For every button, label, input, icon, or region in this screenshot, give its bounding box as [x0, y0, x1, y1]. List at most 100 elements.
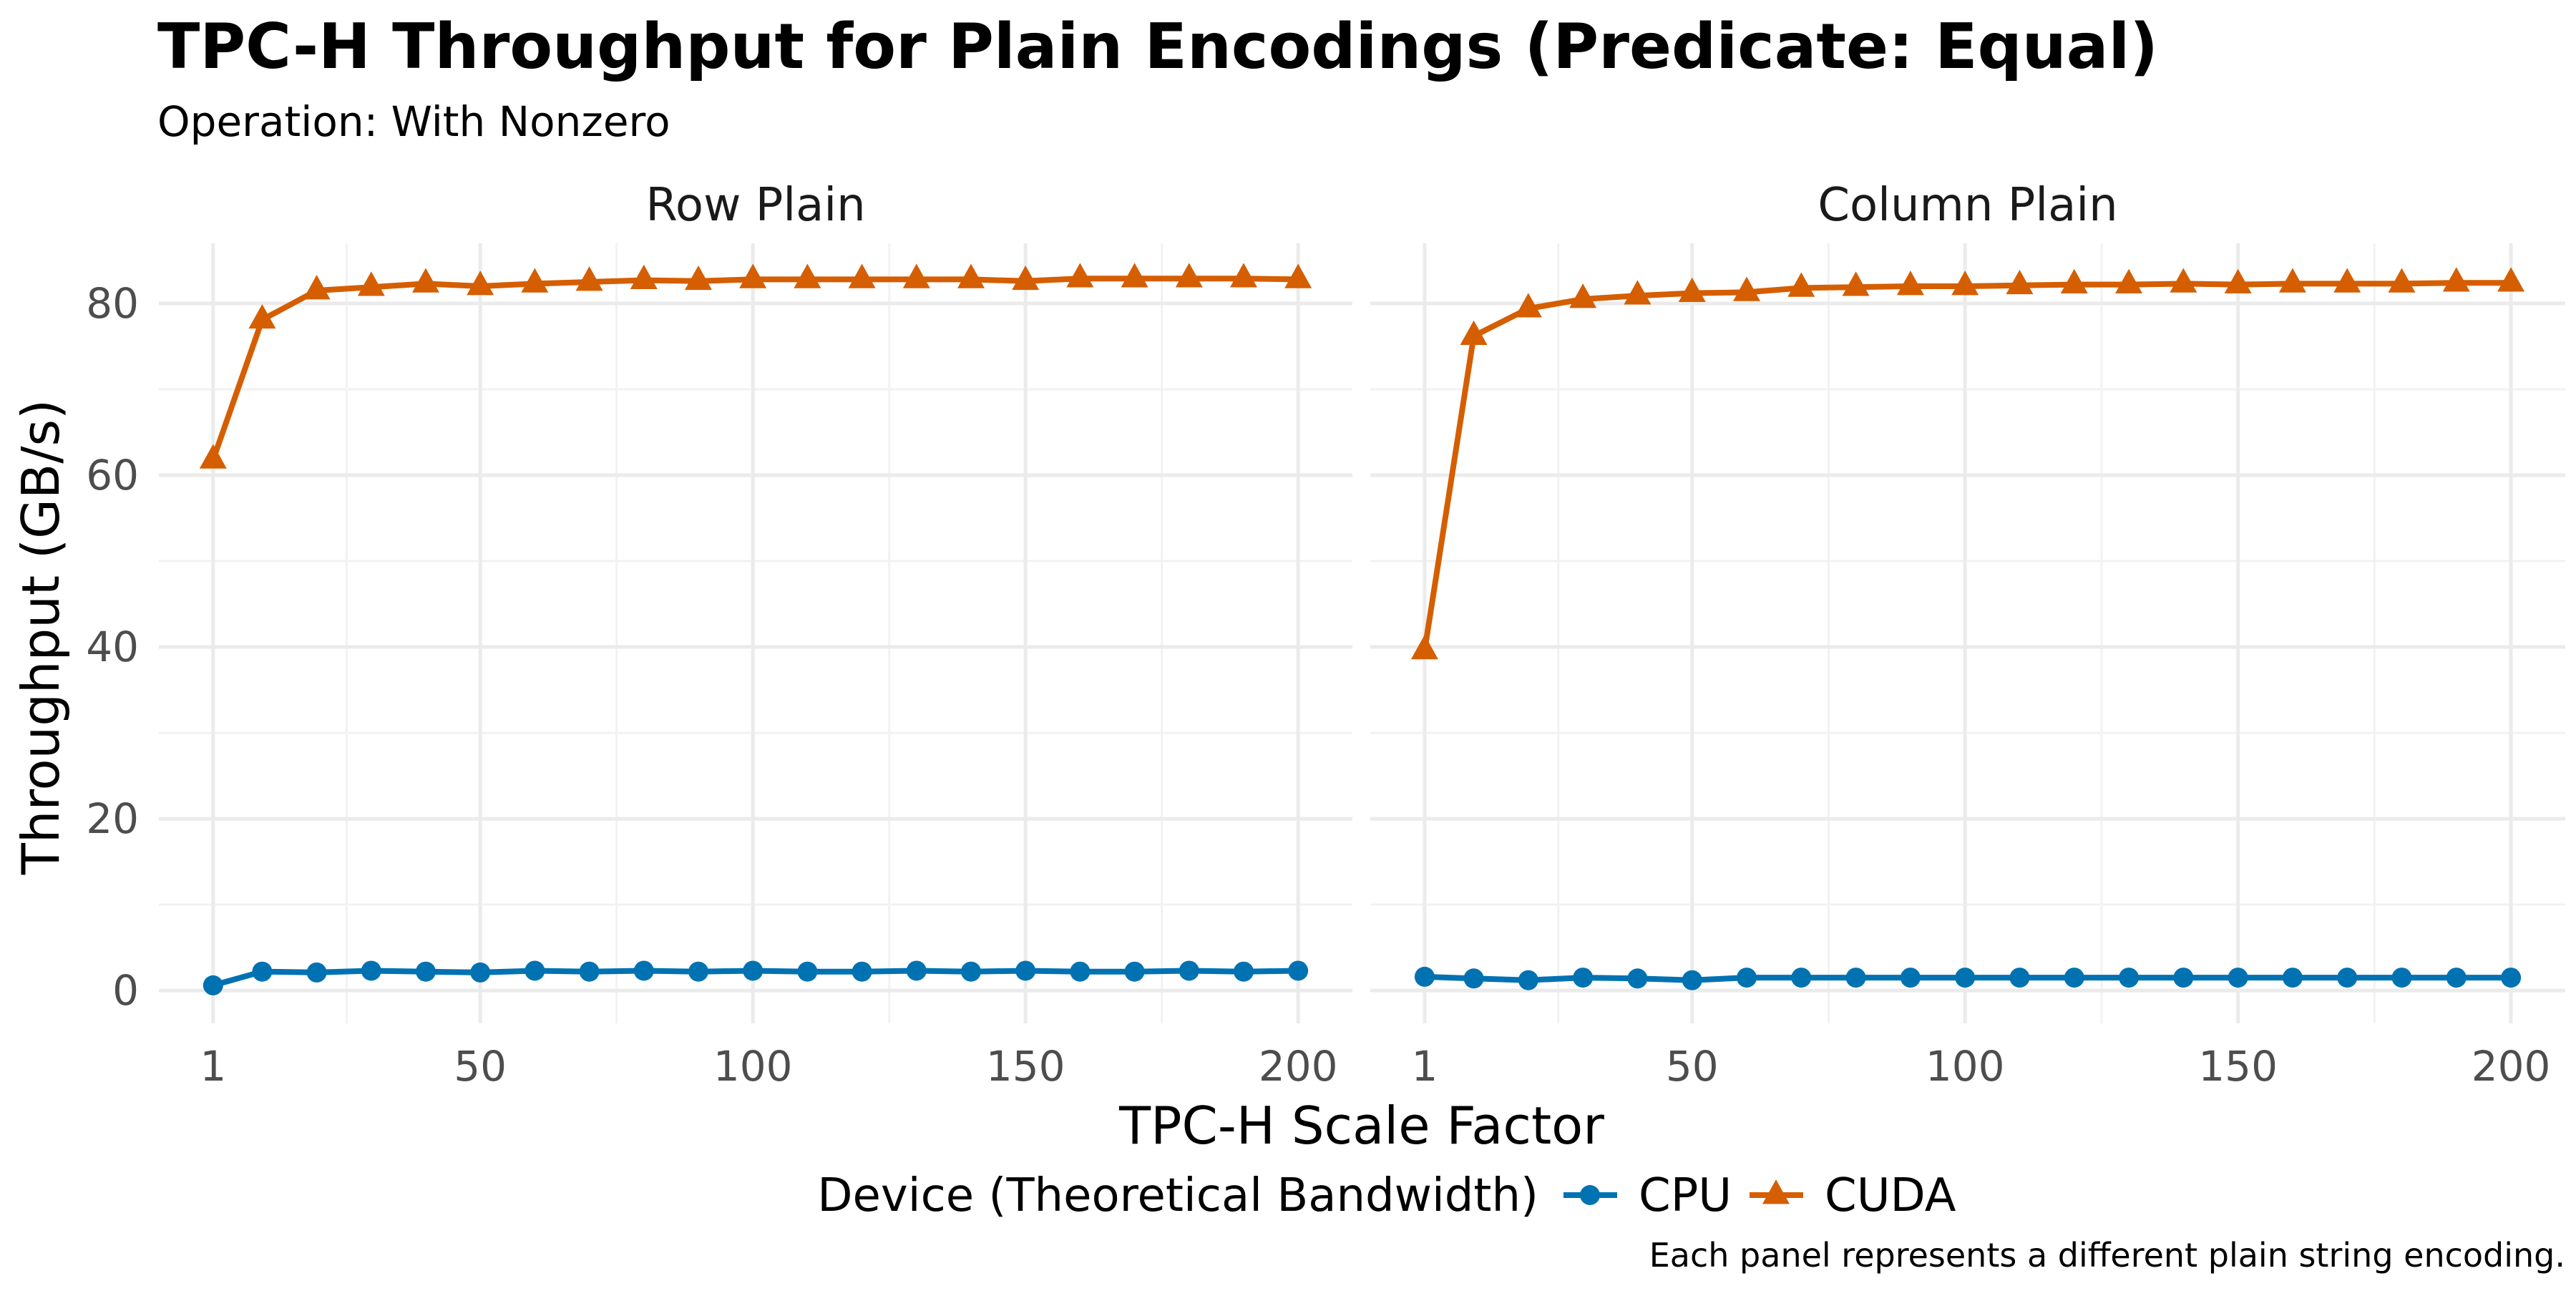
data-point-cuda: [2006, 269, 2034, 295]
data-point-cuda: [248, 303, 276, 329]
y-axis-title: Throughput (GB/s): [11, 399, 71, 875]
data-point-cuda: [1896, 271, 1924, 296]
data-point-cuda: [1569, 283, 1597, 308]
chart-subtitle: Operation: With Nonzero: [157, 97, 670, 146]
data-point-cpu: [688, 961, 708, 982]
y-tick-label: 20: [86, 794, 139, 843]
data-point-cpu: [743, 960, 763, 981]
x-tick-label: 1: [1411, 1042, 1438, 1091]
data-point-cuda: [2115, 268, 2143, 293]
data-point-cuda: [1678, 277, 1706, 302]
data-point-cuda: [1175, 263, 1203, 288]
data-point-cpu: [306, 962, 327, 983]
y-tick-label: 40: [86, 623, 139, 671]
data-point-cuda: [794, 263, 821, 288]
data-point-cuda: [1012, 265, 1040, 291]
data-point-cuda: [199, 444, 227, 469]
data-point-cpu: [2173, 968, 2194, 988]
legend-key-cpu: CPU: [1563, 1169, 1732, 1222]
data-point-cpu: [2064, 968, 2084, 988]
legend-key-cuda: CUDA: [1750, 1169, 1956, 1222]
chart-caption: Each panel represents a different plain …: [1649, 1236, 2565, 1275]
data-point-cpu: [1900, 968, 1921, 988]
panel-label: Column Plain: [1818, 179, 2117, 232]
legend-title: Device (Theoretical Bandwidth): [817, 1169, 1538, 1222]
data-point-cuda: [1229, 263, 1257, 288]
data-point-cuda: [739, 263, 767, 288]
data-point-cuda: [1787, 272, 1815, 297]
x-tick-label: 100: [1926, 1042, 2005, 1091]
data-point-cuda: [848, 263, 876, 288]
data-point-cuda: [303, 275, 331, 300]
legend-swatch-marker: [1580, 1185, 1600, 1205]
data-point-cpu: [1737, 968, 1757, 988]
data-point-cuda: [575, 266, 603, 291]
data-point-cuda: [1121, 263, 1148, 288]
panel-label: Row Plain: [645, 179, 865, 232]
x-tick-label: 150: [2198, 1042, 2278, 1091]
data-point-cpu: [2501, 968, 2522, 988]
data-point-cpu: [2282, 968, 2303, 988]
data-point-cuda: [521, 268, 549, 293]
data-point-cuda: [1624, 280, 1652, 305]
data-point-cuda: [2333, 268, 2361, 293]
data-point-cpu: [1124, 961, 1145, 982]
data-point-cuda: [1951, 271, 1979, 296]
data-point-cuda: [630, 264, 658, 289]
data-point-cpu: [1682, 970, 1702, 990]
y-tick-label: 80: [86, 279, 139, 328]
data-point-cuda: [2060, 268, 2088, 293]
data-point-cuda: [684, 265, 712, 291]
data-point-cuda: [2224, 268, 2252, 293]
data-point-cuda: [411, 268, 439, 293]
data-point-cuda: [2497, 267, 2525, 292]
data-point-cuda: [1460, 320, 1488, 345]
data-point-cpu: [797, 961, 818, 982]
data-point-cpu: [361, 960, 381, 981]
x-tick-label: 100: [713, 1042, 793, 1091]
data-point-cuda: [1842, 271, 1870, 296]
data-point-cpu: [1627, 968, 1648, 989]
data-point-cpu: [1015, 960, 1036, 981]
data-point-cpu: [252, 961, 273, 982]
data-point-cpu: [203, 975, 223, 995]
data-point-cpu: [2119, 968, 2140, 988]
data-point-cpu: [1070, 961, 1091, 982]
data-point-cpu: [1463, 968, 1484, 989]
data-point-cpu: [960, 961, 981, 982]
data-point-cuda: [467, 271, 494, 296]
data-point-cuda: [2170, 268, 2197, 293]
data-point-cpu: [1791, 968, 1812, 988]
data-point-cpu: [633, 960, 654, 981]
data-point-cpu: [2446, 968, 2467, 988]
x-tick-label: 150: [986, 1042, 1065, 1091]
data-point-cuda: [2442, 267, 2470, 292]
data-point-cpu: [1233, 961, 1254, 982]
data-point-cpu: [525, 960, 545, 981]
data-point-cpu: [415, 961, 436, 982]
data-point-cuda: [902, 263, 930, 288]
data-point-cuda: [1733, 276, 1761, 301]
data-point-cuda: [1514, 293, 1542, 318]
legend: Device (Theoretical Bandwidth) CPU CUDA: [817, 1169, 1956, 1222]
data-point-cpu: [906, 960, 927, 981]
data-point-cpu: [1955, 968, 1976, 988]
x-tick-label: 50: [454, 1042, 507, 1091]
data-point-cpu: [2391, 968, 2412, 988]
legend-label: CPU: [1639, 1169, 1732, 1222]
y-tick-label: 60: [86, 451, 139, 500]
y-tick-label: 0: [112, 966, 139, 1015]
x-axis-title: TPC-H Scale Factor: [1118, 1096, 1604, 1156]
data-point-cuda: [1284, 263, 1312, 288]
data-point-cuda: [1066, 263, 1094, 288]
x-tick-label: 200: [2472, 1042, 2551, 1091]
data-point-cpu: [470, 962, 491, 983]
data-point-cpu: [1518, 970, 1538, 990]
data-point-cuda: [2388, 268, 2416, 293]
legend-label: CUDA: [1825, 1169, 1956, 1222]
data-point-cpu: [579, 961, 600, 982]
